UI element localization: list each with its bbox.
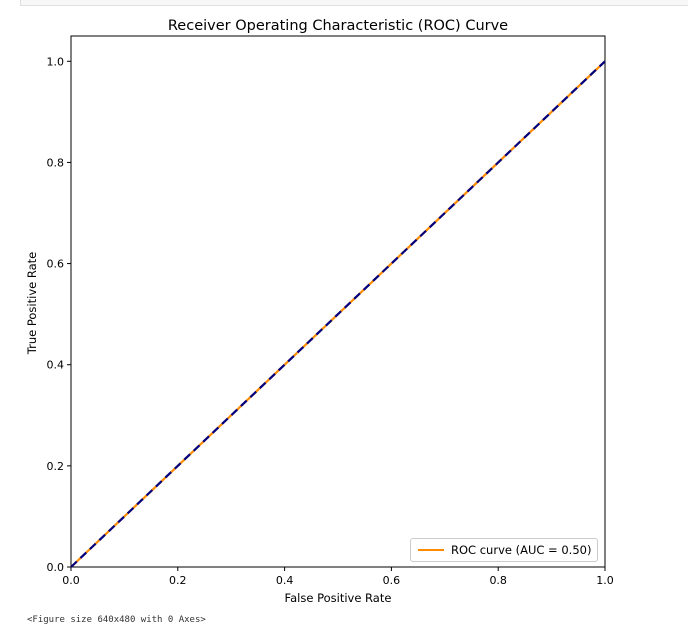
plot-frame [70, 35, 606, 568]
roc-chart: Receiver Operating Characteristic (ROC) … [25, 18, 614, 605]
x-tick-label-4: 0.8 [489, 574, 507, 587]
y-tick-label-1: 0.2 [47, 460, 65, 473]
y-tick-label-0: 0.0 [47, 561, 65, 574]
y-tick-label-4: 0.8 [47, 156, 65, 169]
chart-title: Receiver Operating Characteristic (ROC) … [168, 18, 508, 34]
output-cell-border [20, 0, 688, 6]
y-tick-label-2: 0.4 [47, 359, 65, 372]
y-tick-label-5: 1.0 [47, 55, 65, 68]
x-axis-label: False Positive Rate [285, 591, 392, 605]
x-tick-label-1: 0.2 [169, 574, 187, 587]
x-tick-label-2: 0.4 [276, 574, 294, 587]
y-axis-label: True Positive Rate [25, 252, 39, 355]
y-tick-label-3: 0.6 [47, 258, 65, 271]
x-tick-label-5: 1.0 [596, 574, 614, 587]
legend: ROC curve (AUC = 0.50) [410, 538, 598, 562]
legend-line-roc [418, 549, 444, 551]
diagonal-reference-line [70, 60, 606, 568]
legend-label-roc: ROC curve (AUC = 0.50) [451, 543, 592, 557]
x-tick-label-3: 0.6 [383, 574, 401, 587]
x-tick-label-0: 0.0 [62, 574, 80, 587]
figure-size-output: <Figure size 640x480 with 0 Axes> [27, 615, 206, 625]
